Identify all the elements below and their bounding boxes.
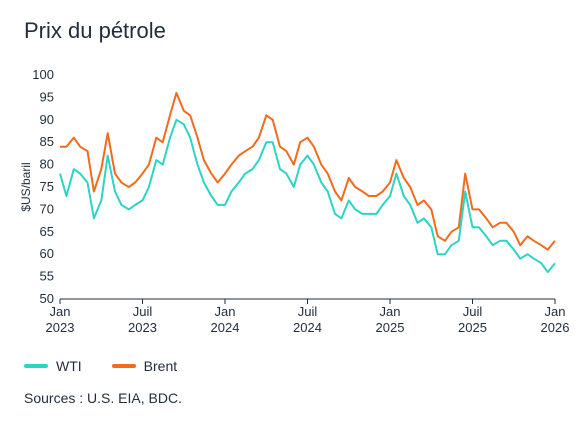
series-lines [59, 91, 556, 274]
y-tick-label: 60 [40, 246, 54, 261]
y-tick-label: 100 [32, 67, 54, 82]
x-axis: Jan2023Juil2023Jan2024Juil2024Jan2025Jui… [46, 298, 570, 335]
x-tick-label: 2026 [541, 320, 570, 335]
y-axis-ticks: 50 55 60 65 70 75 80 85 90 95 100 [32, 67, 54, 306]
y-axis-label: $US/baril [19, 162, 33, 211]
legend: WTI Brent [24, 358, 207, 374]
y-tick-label: 65 [40, 224, 54, 239]
x-tick-label: Juil [133, 304, 153, 319]
x-tick-label: Juil [298, 304, 318, 319]
x-tick-label: Jan [215, 304, 236, 319]
y-tick-label: 90 [40, 112, 54, 127]
x-tick-label: Jan [380, 304, 401, 319]
x-tick-label: 2025 [376, 320, 405, 335]
x-tick-label: 2024 [293, 320, 322, 335]
x-tick-label: 2023 [46, 320, 75, 335]
series-line-wti [59, 118, 556, 274]
x-tick-label: Jan [545, 304, 566, 319]
y-tick-label: 85 [40, 134, 54, 149]
legend-label-brent: Brent [143, 358, 178, 374]
legend-swatch-brent [111, 364, 136, 368]
x-tick-label: 2024 [211, 320, 240, 335]
legend-swatch-wti [24, 364, 48, 368]
y-tick-label: 70 [40, 201, 54, 216]
x-tick-label: 2023 [128, 320, 157, 335]
legend-label-wti: WTI [56, 358, 82, 374]
legend-item-wti: WTI [24, 358, 82, 374]
y-tick-label: 55 [40, 269, 54, 284]
x-tick-label: Juil [463, 304, 483, 319]
series-line-brent [60, 91, 556, 251]
y-tick-label: 50 [40, 291, 54, 306]
chart-title: Prix du pétrole [24, 18, 166, 43]
x-tick-label: Jan [50, 304, 71, 319]
y-tick-label: 95 [40, 89, 54, 104]
x-tick-label: 2025 [458, 320, 487, 335]
y-tick-label: 80 [40, 157, 54, 172]
legend-item-brent: Brent [111, 358, 178, 374]
source-note: Sources : U.S. EIA, BDC. [24, 390, 182, 406]
y-tick-label: 75 [40, 179, 54, 194]
